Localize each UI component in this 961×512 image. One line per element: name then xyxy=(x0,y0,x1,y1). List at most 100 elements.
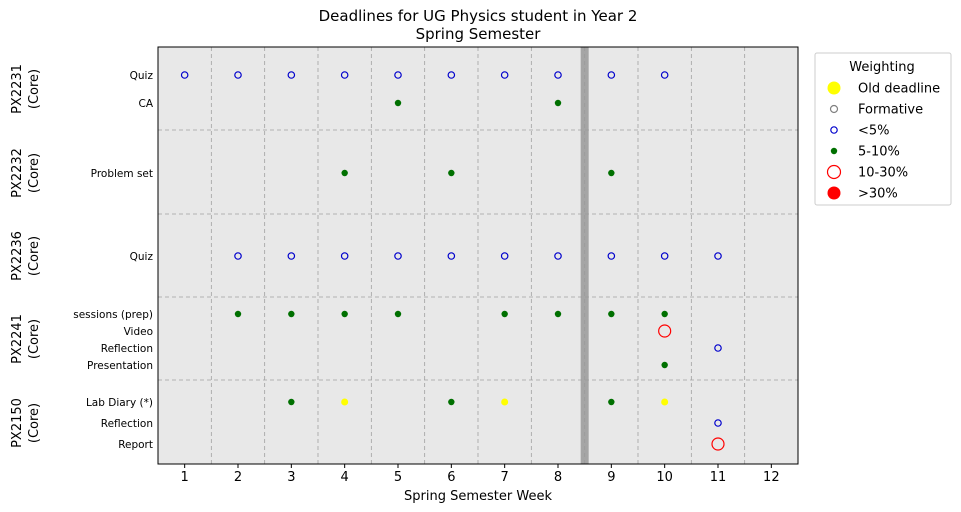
group-label: PX2150 xyxy=(10,398,25,448)
data-point xyxy=(554,310,562,318)
data-point xyxy=(714,419,722,427)
group-sublabel: (Core) xyxy=(27,69,42,109)
data-point xyxy=(341,310,348,318)
legend-items: Old deadline Formative <5% 5-10% 10-30% >30% xyxy=(826,81,940,202)
data-point xyxy=(661,398,669,406)
chart-subtitle: Spring Semester xyxy=(416,25,542,43)
data-point xyxy=(661,361,668,369)
group-label: PX2231 xyxy=(10,64,25,114)
data-point xyxy=(340,252,349,260)
data-point xyxy=(394,252,402,260)
plot-area xyxy=(158,47,798,464)
legend-label: Old deadline xyxy=(858,82,940,97)
data-point xyxy=(608,310,615,318)
legend-label: >30% xyxy=(858,187,898,202)
row-label: Report xyxy=(118,439,153,451)
data-point xyxy=(340,71,349,79)
x-tick-label: 3 xyxy=(287,470,295,485)
row-label: Presentation xyxy=(87,360,153,372)
data-point xyxy=(448,169,455,177)
data-point xyxy=(287,71,296,79)
data-point xyxy=(234,310,242,318)
data-point xyxy=(447,71,456,79)
data-point xyxy=(501,398,509,406)
x-tick-label: 8 xyxy=(554,470,562,485)
data-point xyxy=(554,71,562,79)
legend-title: Weighting xyxy=(849,60,914,75)
x-tick-label: 11 xyxy=(710,470,727,485)
legend-marker xyxy=(826,164,842,180)
legend-label: Formative xyxy=(858,103,923,118)
group-separators xyxy=(158,129,798,381)
x-tick-label: 4 xyxy=(341,470,349,485)
row-label: Quiz xyxy=(130,70,154,82)
data-point xyxy=(394,71,402,79)
data-point xyxy=(714,344,722,352)
data-point xyxy=(500,252,509,260)
legend-frame xyxy=(814,52,952,206)
data-point xyxy=(394,99,402,107)
legend-label: <5% xyxy=(858,124,890,139)
group-sublabel: (Core) xyxy=(27,236,42,276)
data-point xyxy=(341,169,348,177)
legend-marker xyxy=(830,126,838,134)
data-points xyxy=(180,71,725,451)
data-point xyxy=(607,71,616,79)
data-point xyxy=(448,398,455,406)
row-label: sessions (prep) xyxy=(73,309,153,321)
data-point xyxy=(658,324,672,338)
data-point xyxy=(554,252,562,260)
x-axis-label: Spring Semester Week xyxy=(404,489,552,504)
data-point xyxy=(180,71,189,79)
data-point xyxy=(447,252,456,260)
data-point xyxy=(500,71,509,79)
x-tick-label: 5 xyxy=(394,470,402,485)
group-sublabel: (Core) xyxy=(27,319,42,359)
data-point xyxy=(287,252,296,260)
x-tick-label: 9 xyxy=(607,470,615,485)
group-sublabel: (Core) xyxy=(27,153,42,193)
x-tick-label: 6 xyxy=(447,470,455,485)
semester-break-line xyxy=(580,47,589,464)
data-point xyxy=(554,99,562,107)
x-ticks: 1 2 3 4 5 6 7 8 9 10 11 12 xyxy=(181,464,780,485)
legend-label: 5-10% xyxy=(858,145,900,160)
x-tick-label: 2 xyxy=(234,470,242,485)
row-label: CA xyxy=(138,98,153,110)
group-label: PX2232 xyxy=(10,148,25,198)
group-label: PX2236 xyxy=(10,231,25,281)
plot-frame xyxy=(157,46,799,465)
data-point xyxy=(661,310,668,318)
x-tick-label: 10 xyxy=(656,470,673,485)
legend-label: 10-30% xyxy=(858,166,908,181)
x-tick-label: 12 xyxy=(763,470,780,485)
row-label: Reflection xyxy=(101,418,153,430)
data-point xyxy=(234,252,242,260)
data-point xyxy=(288,310,295,318)
x-tick-label: 7 xyxy=(501,470,509,485)
data-point xyxy=(341,398,349,406)
legend-marker xyxy=(829,104,839,114)
data-point xyxy=(234,71,242,79)
row-label: Video xyxy=(124,326,153,338)
legend-marker xyxy=(827,81,841,95)
data-point xyxy=(660,252,669,260)
data-point xyxy=(288,398,295,406)
group-sublabel: (Core) xyxy=(27,403,42,443)
data-point xyxy=(607,252,616,260)
x-tick-label: 1 xyxy=(181,470,189,485)
chart-title: Deadlines for UG Physics student in Year… xyxy=(319,7,638,25)
legend: Weighting Old deadline Formative <5% 5-10% 1… xyxy=(814,52,952,206)
data-point xyxy=(711,437,725,451)
row-label: Lab Diary (*) xyxy=(86,397,153,409)
data-point xyxy=(608,398,615,406)
row-label: Quiz xyxy=(130,251,154,263)
legend-marker xyxy=(830,147,838,155)
data-point xyxy=(714,252,722,260)
row-label: Reflection xyxy=(101,343,153,355)
data-point xyxy=(501,310,508,318)
data-point xyxy=(660,71,669,79)
data-point xyxy=(394,310,402,318)
